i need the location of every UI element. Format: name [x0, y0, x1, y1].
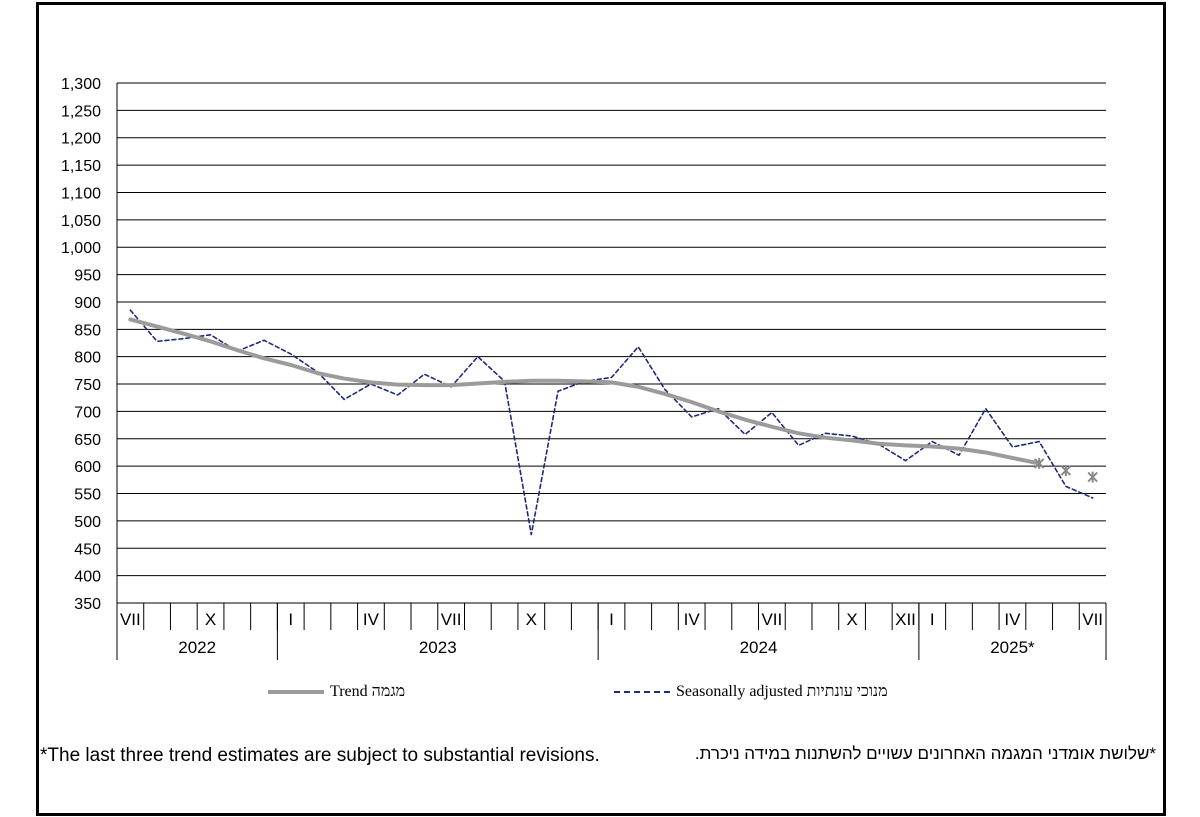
x-year-label: 2025* [990, 638, 1035, 657]
y-tick-label: 700 [74, 404, 101, 421]
x-month-label: X [846, 610, 857, 629]
trend-estimate-star [1087, 471, 1098, 483]
y-tick-label: 1,100 [61, 185, 101, 202]
x-month-label: XII [895, 610, 916, 629]
x-month-label: IV [363, 610, 380, 629]
y-tick-label: 650 [74, 432, 101, 449]
legend-trend-swatch [268, 690, 324, 694]
y-tick-label: 850 [74, 322, 101, 339]
y-tick-label: 1,250 [61, 103, 101, 120]
x-month-label: X [526, 610, 537, 629]
x-month-label: I [288, 610, 293, 629]
y-tick-label: 1,200 [61, 131, 101, 148]
x-month-label: VII [441, 610, 462, 629]
x-month-label: VII [761, 610, 782, 629]
x-month-label: VII [120, 610, 141, 629]
x-month-label: VII [1082, 610, 1103, 629]
seasonally-adjusted-line [129, 309, 1094, 536]
y-tick-label: 1,000 [61, 240, 101, 257]
y-tick-label: 350 [74, 596, 101, 613]
x-year-label: 2023 [419, 638, 457, 657]
y-tick-label: 900 [74, 295, 101, 312]
x-month-label: X [205, 610, 216, 629]
x-month-label: IV [1004, 610, 1021, 629]
trend-line [128, 317, 1042, 466]
trend-estimate-star [1060, 465, 1072, 477]
y-tick-label: 1,300 [61, 76, 101, 93]
trend-estimate-star [1033, 457, 1045, 469]
x-month-label: I [609, 610, 614, 629]
legend-trend: Trend מגמה [268, 683, 405, 701]
legend-sa-label: Seasonally adjusted מנוכי עונתיות [676, 683, 888, 700]
footnote-english: *The last three trend estimates are subj… [40, 745, 600, 766]
y-tick-label: 400 [74, 569, 101, 586]
legend-seasonally-adjusted: Seasonally adjusted מנוכי עונתיות [614, 683, 888, 701]
x-month-label: IV [684, 610, 701, 629]
y-tick-label: 1,150 [61, 158, 101, 175]
footnote-hebrew: *שלושת אומדני המגמה האחרונים עשויים להשת… [694, 744, 1156, 763]
y-tick-label: 500 [74, 514, 101, 531]
y-tick-label: 450 [74, 541, 101, 558]
y-tick-label: 1,050 [61, 213, 101, 230]
x-year-label: 2024 [740, 638, 778, 657]
x-year-label: 2022 [178, 638, 216, 657]
legend-sa-swatch [614, 691, 670, 693]
y-tick-label: 600 [74, 459, 101, 476]
y-tick-label: 950 [74, 268, 101, 285]
y-tick-label: 550 [74, 487, 101, 504]
y-tick-label: 800 [74, 350, 101, 367]
x-month-label: I [930, 610, 935, 629]
legend-trend-label: Trend מגמה [330, 683, 406, 700]
y-tick-label: 750 [74, 377, 101, 394]
